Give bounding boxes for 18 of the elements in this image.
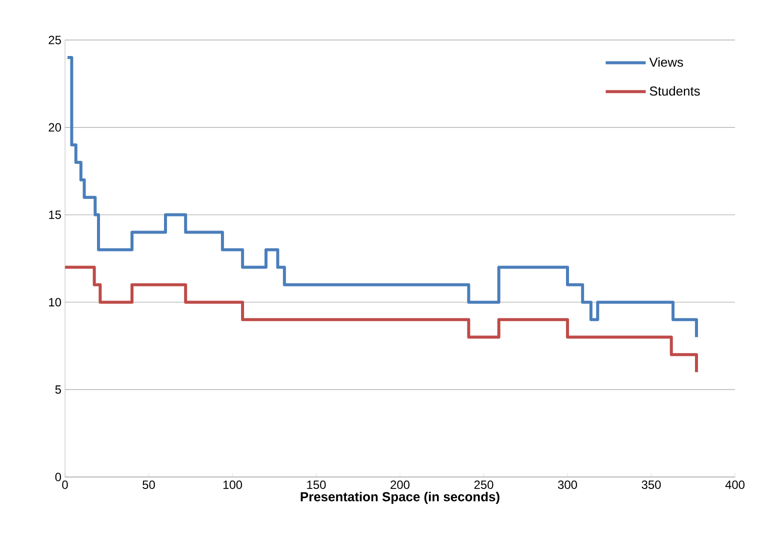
y-tick-label: 5 [55, 385, 61, 394]
legend-label: Students [650, 86, 700, 96]
y-tick-label: 25 [48, 36, 61, 44]
x-tick-label: 200 [390, 480, 410, 489]
x-tick-label: 0 [62, 480, 68, 489]
y-tick-label: 15 [49, 210, 61, 219]
x-tick-label: 250 [474, 480, 494, 489]
x-tick-label: 400 [725, 480, 745, 489]
y-tick-label: 20 [48, 123, 62, 132]
x-tick-label: 50 [142, 480, 155, 489]
x-tick-label: 100 [223, 480, 242, 489]
x-tick-label: 350 [642, 480, 661, 489]
y-tick-label: 10 [49, 298, 62, 306]
x-axis-title: Presentation Space (in seconds) [300, 492, 500, 504]
legend-label: Views [649, 57, 684, 67]
y-tick-label: 0 [55, 472, 62, 482]
x-tick-label: 150 [307, 480, 326, 489]
x-tick-label: 300 [558, 480, 578, 489]
